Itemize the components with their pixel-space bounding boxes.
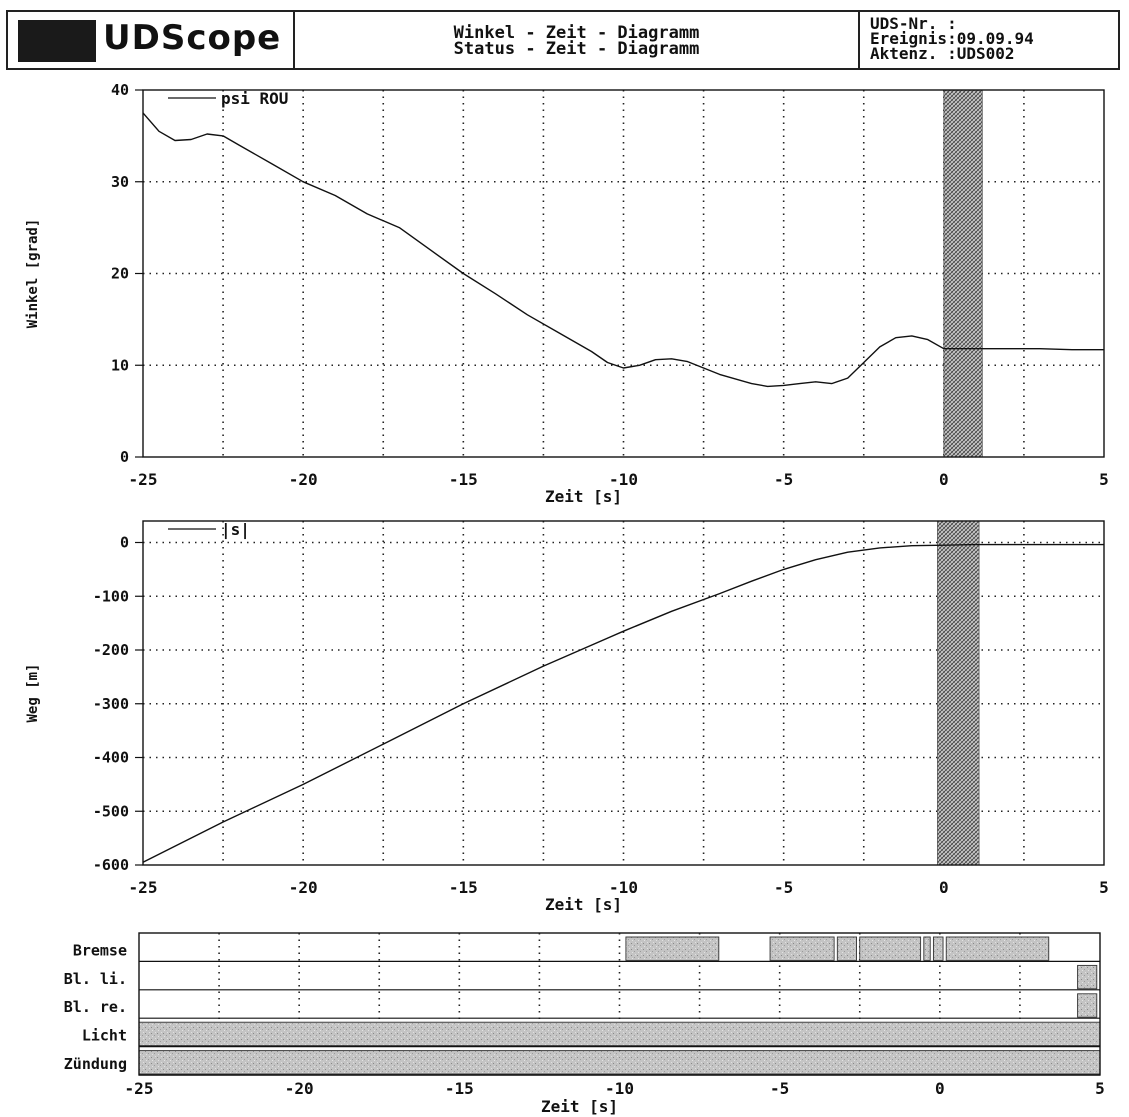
y-tick-label: -400 [93,749,129,767]
status-segment [769,936,835,961]
x-tick-label: -5 [774,878,793,897]
y-tick-label: 10 [111,356,129,374]
legend-label: |s| [221,520,250,540]
logo-text: UDScope [103,18,282,58]
status-row-label: Licht [82,1027,127,1045]
y-tick-label: -600 [93,856,129,874]
x-tick-label: 5 [1095,1079,1105,1098]
x-tick-label: -15 [449,878,478,897]
x-tick-label: -5 [774,470,793,489]
y-tick-label: 20 [111,265,129,283]
status-segment [138,1050,1101,1075]
y-tick-label: 40 [111,81,129,99]
x-tick-label: -25 [129,470,158,489]
status-row-label: Zündung [64,1055,127,1073]
x-tick-label: -20 [289,878,318,897]
y-tick-label: -100 [93,587,129,605]
x-tick-label: -10 [609,878,638,897]
status-segment [1077,993,1098,1018]
x-axis-label: Zeit [s] [541,1097,618,1116]
y-axis-label: Winkel [grad] [25,219,41,329]
y-axis-label: Weg [m] [25,663,41,722]
diagram-title: Winkel - Zeit - Diagramm Status - Zeit -… [295,12,860,68]
x-tick-label: -5 [770,1079,789,1098]
line-chart-2: |s|0-100-200-300-400-500-600-25 -20 -15 -10… [25,520,1109,914]
x-tick-label: -10 [609,470,638,489]
logo-area: UDScope [8,12,295,68]
x-tick-label: 5 [1099,878,1109,897]
legend-label: psi ROU [221,89,288,108]
status-row-label: Bremse [73,941,127,959]
y-tick-label: 0 [120,534,129,552]
x-axis-label: Zeit [s] [545,895,622,914]
file-reference: Aktenz. :UDS002 [870,44,1015,63]
x-tick-label: -10 [605,1079,634,1098]
x-tick-label: -20 [285,1079,314,1098]
y-tick-label: -200 [93,641,129,659]
status-segment [859,936,922,961]
status-segment [945,936,1050,961]
series-line-1 [142,543,1104,863]
event-date: Ereignis:09.09.94 [870,29,1034,48]
timeline-frame [138,932,1101,1076]
uds-number: UDS-Nr. : [870,14,957,33]
series-line-1 [142,112,1104,388]
x-tick-label: -20 [289,470,318,489]
status-segment [138,1021,1101,1047]
x-tick-label: 0 [939,878,949,897]
status-segment [1077,964,1098,990]
status-segment [625,936,720,961]
report-header: UDScope Winkel - Zeit - Diagramm Status … [6,10,1120,70]
y-tick-label: -300 [93,695,129,713]
x-axis-label: Zeit [s] [545,487,622,506]
status-segment [836,936,857,961]
plot-frame [142,520,1105,866]
x-tick-label: 5 [1099,470,1109,489]
status-row-label: Bl. li. [64,970,127,988]
status-segment [923,936,931,961]
x-tick-label: -15 [449,470,478,489]
y-tick-label: 30 [111,173,129,191]
event-marker-band [943,89,983,458]
x-tick-label: -25 [129,878,158,897]
status-segment [932,936,944,961]
y-tick-label: -500 [93,802,129,820]
x-tick-label: 0 [939,470,949,489]
event-marker-band [937,520,980,866]
y-tick-label: 0 [120,448,129,466]
line-chart-1: psi ROU 0 10 20 30 40 -25 -20 -15 -10 -5 0 5 Zeit [s]… [25,81,1109,506]
title-line-1: Winkel - Zeit - Diagramm [453,23,700,43]
x-tick-label: 0 [935,1079,945,1098]
logo-mark [18,20,96,62]
status-timeline: Bremse Bl. li. Bl. re. Licht Zündung -25 -20 -1… [64,932,1105,1116]
case-info: UDS-Nr. : Ereignis:09.09.94 Aktenz. :UDS… [866,12,1118,68]
status-row-label: Bl. re. [64,998,127,1016]
x-tick-label: -25 [125,1079,154,1098]
title-line-2: Status - Zeit - Diagramm [453,39,700,59]
x-tick-label: -15 [445,1079,474,1098]
